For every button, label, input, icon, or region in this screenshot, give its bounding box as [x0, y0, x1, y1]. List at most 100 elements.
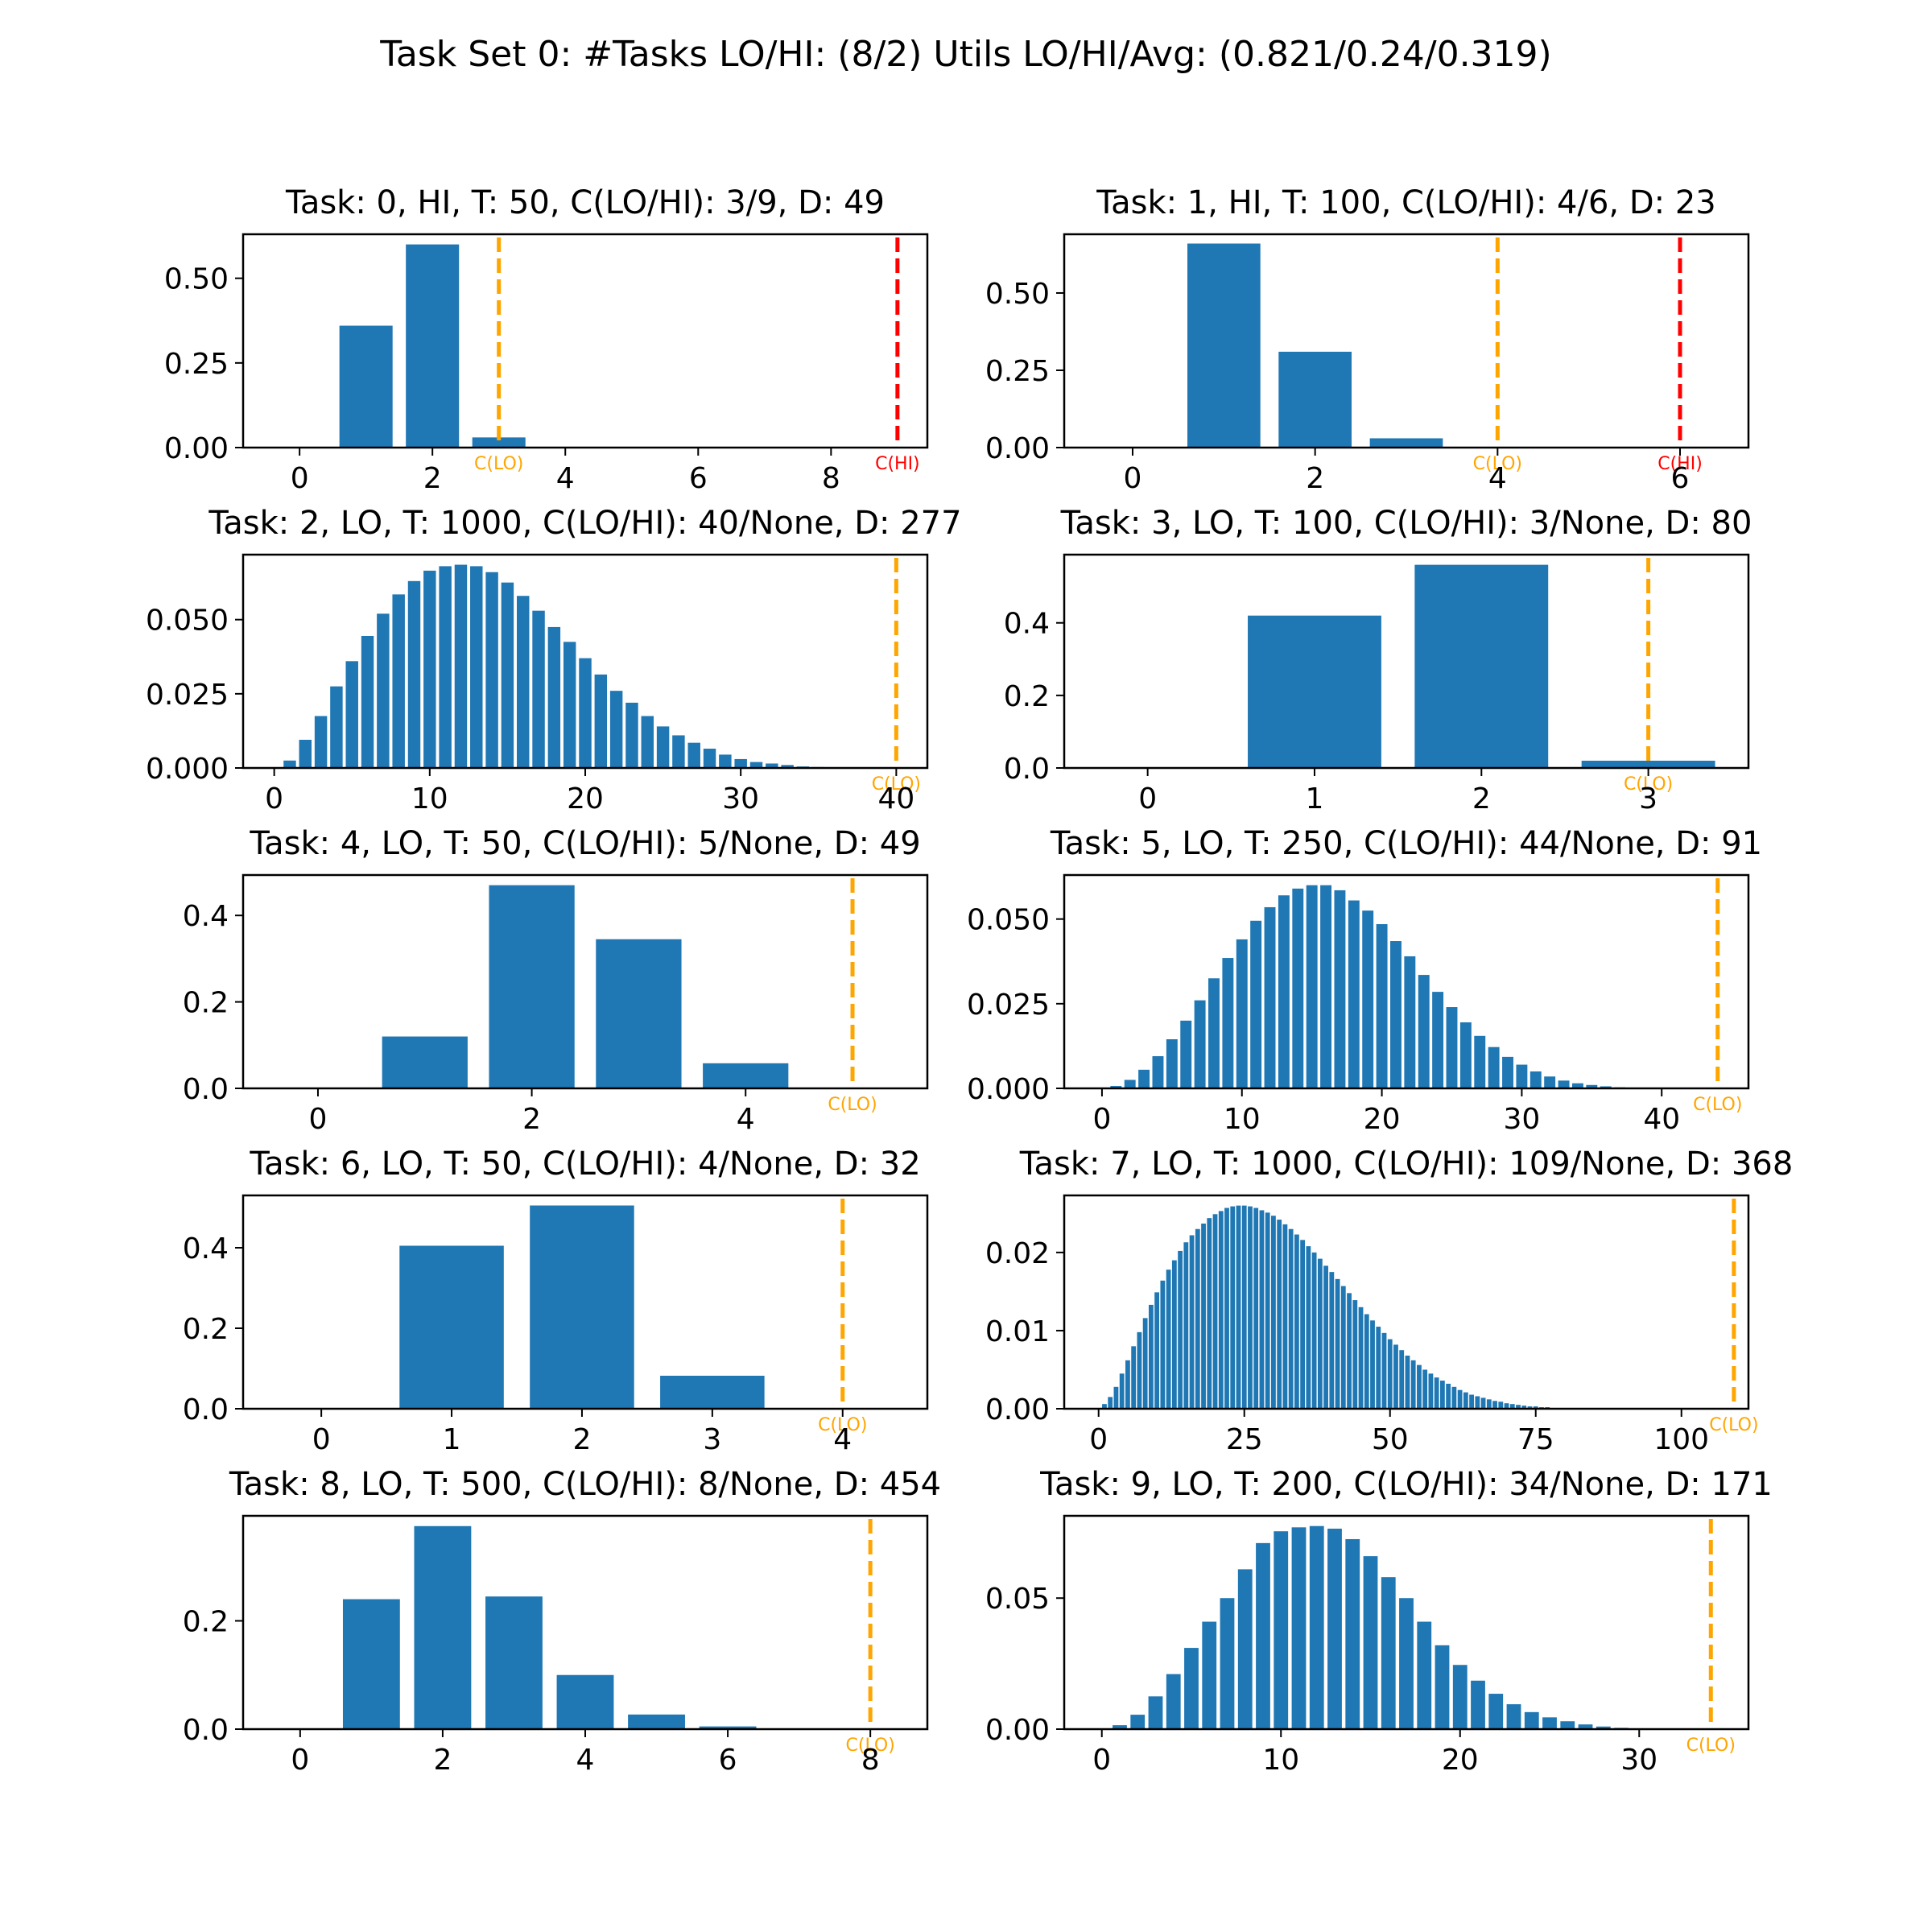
chart-2-bar-19 [563, 642, 576, 768]
chart-2-bar-29 [719, 754, 732, 768]
chart-1-xtick-label-0: 0 [1124, 462, 1142, 495]
chart-0-bar-3 [472, 437, 526, 448]
chart-5-bar-15 [1306, 885, 1318, 1088]
chart-7-ytick-label-1: 0.01 [985, 1315, 1050, 1348]
chart-8-bar-2 [414, 1525, 472, 1729]
chart-7-bar-36 [1306, 1246, 1311, 1409]
chart-9-bar-20 [1452, 1665, 1468, 1729]
chart-5-bar-6 [1180, 1020, 1192, 1088]
chart-1-ytick-label-2: 0.50 [985, 278, 1050, 311]
chart-0-ytick-label-1: 0.25 [164, 348, 229, 381]
chart-8-bar-5 [628, 1714, 685, 1729]
chart-1-marker-label-lo: C(LO) [1473, 454, 1522, 474]
chart-7-bar-54 [1410, 1360, 1416, 1409]
chart-2-marker-label-lo: C(LO) [872, 774, 921, 795]
chart-5-frame [1063, 873, 1750, 1090]
chart-9-marker-label-lo: C(LO) [1686, 1736, 1736, 1756]
chart-7-bar-39 [1323, 1265, 1328, 1409]
chart-2-bar-27 [687, 742, 700, 768]
chart-5-xtick-label-20: 20 [1364, 1103, 1401, 1136]
chart-5-xtick-label-30: 30 [1503, 1103, 1540, 1136]
chart-8-ytick-label-0: 0.0 [183, 1714, 229, 1747]
chart-9-bar-5 [1184, 1648, 1199, 1729]
chart-2-bar-12 [454, 564, 468, 768]
chart-7-bar-65 [1475, 1396, 1480, 1409]
chart-5-bar-24 [1432, 992, 1444, 1088]
chart-7-xtick-label-0: 0 [1089, 1423, 1108, 1456]
chart-9: Task: 9, LO, T: 200, C(LO/HI): 34/None, … [985, 1466, 1773, 1777]
chart-7-bar-59 [1439, 1381, 1445, 1409]
chart-5-bar-17 [1334, 890, 1346, 1088]
chart-8-xtick-label-8: 8 [861, 1744, 880, 1777]
chart-9-bar-24 [1524, 1711, 1539, 1729]
chart-7-bar-68 [1492, 1401, 1497, 1409]
chart-9-title: Task: 9, LO, T: 200, C(LO/HI): 34/None, … [1039, 1466, 1773, 1503]
chart-9-xtick-label-0: 0 [1092, 1744, 1111, 1777]
chart-7-bar-16 [1189, 1235, 1195, 1409]
chart-7-ytick-label-2: 0.02 [985, 1237, 1050, 1270]
chart-7-marker-label-lo: C(LO) [1709, 1415, 1758, 1435]
chart-5-bar-14 [1292, 888, 1304, 1088]
chart-8-bar-1 [342, 1599, 400, 1729]
chart-1: Task: 1, HI, T: 100, C(LO/HI): 4/6, D: 2… [985, 184, 1750, 495]
chart-9-bar-21 [1471, 1680, 1485, 1729]
chart-4-xtick-label-2: 2 [522, 1103, 541, 1136]
chart-9-bar-8 [1237, 1569, 1253, 1729]
chart-6-ytick-label-0: 0.0 [183, 1393, 229, 1426]
chart-2-xtick-label-20: 20 [567, 782, 604, 815]
chart-7-bar-21 [1218, 1211, 1224, 1409]
chart-4-bar-1 [382, 1036, 468, 1088]
chart-6-title: Task: 6, LO, T: 50, C(LO/HI): 4/None, D:… [249, 1146, 920, 1183]
chart-2-title: Task: 2, LO, T: 1000, C(LO/HI): 40/None,… [208, 505, 961, 542]
chart-7-bar-71 [1509, 1404, 1515, 1409]
chart-8: Task: 8, LO, T: 500, C(LO/HI): 8/None, D… [183, 1466, 941, 1777]
chart-5-bar-36 [1600, 1086, 1612, 1088]
chart-5-bar-3 [1138, 1069, 1150, 1088]
chart-5-bar-12 [1264, 906, 1276, 1088]
chart-7-xtick-label-25: 25 [1226, 1423, 1263, 1456]
chart-0-bar-2 [406, 244, 460, 448]
chart-5-bar-16 [1320, 885, 1332, 1088]
chart-5-bar-28 [1488, 1046, 1500, 1088]
chart-2-bar-11 [439, 566, 452, 768]
chart-0-xtick-label-6: 6 [689, 462, 708, 495]
chart-5-bar-34 [1571, 1083, 1583, 1088]
chart-6-ytick-label-2: 0.4 [183, 1232, 229, 1265]
chart-1-title: Task: 1, HI, T: 100, C(LO/HI): 4/6, D: 2… [1096, 184, 1715, 221]
chart-7-bar-1 [1102, 1404, 1107, 1409]
chart-5-bar-13 [1278, 895, 1290, 1088]
chart-2-bar-31 [749, 762, 763, 768]
chart-0-xtick-label-0: 0 [291, 462, 309, 495]
chart-9-bar-23 [1506, 1704, 1521, 1729]
chart-8-xtick-label-0: 0 [291, 1744, 309, 1777]
chart-7-bar-27 [1253, 1208, 1259, 1409]
chart-3-ytick-label-2: 0.4 [1004, 608, 1050, 641]
chart-7-bar-25 [1241, 1205, 1247, 1409]
chart-5-bar-23 [1418, 975, 1430, 1088]
chart-7-bar-62 [1457, 1389, 1463, 1409]
chart-6-xtick-label-2: 2 [572, 1423, 591, 1456]
chart-7-bar-40 [1329, 1272, 1335, 1409]
chart-4-ytick-label-2: 0.4 [183, 900, 229, 933]
chart-5-bar-35 [1586, 1084, 1598, 1088]
chart-9-bar-18 [1417, 1621, 1432, 1729]
chart-7-bar-38 [1317, 1258, 1323, 1409]
chart-7-bar-28 [1259, 1210, 1265, 1409]
chart-7-bar-70 [1504, 1403, 1509, 1409]
chart-6-bar-3 [660, 1376, 765, 1409]
chart-9-bar-16 [1381, 1577, 1396, 1729]
chart-5-ytick-label-0: 0.000 [967, 1073, 1050, 1106]
chart-2-bar-2 [299, 739, 312, 768]
chart-3-xtick-label-2: 2 [1472, 782, 1491, 815]
chart-7-bar-13 [1171, 1260, 1177, 1409]
chart-5-bar-32 [1544, 1076, 1556, 1088]
chart-7-bar-41 [1335, 1278, 1340, 1409]
chart-2-bar-3 [314, 716, 328, 768]
chart-1-bar-1 [1187, 243, 1261, 448]
chart-2-bar-26 [672, 735, 685, 768]
chart-5-bar-31 [1530, 1071, 1542, 1088]
chart-7: Task: 7, LO, T: 1000, C(LO/HI): 109/None… [985, 1146, 1793, 1456]
chart-7-bar-35 [1300, 1240, 1306, 1409]
chart-3-bar-3 [1581, 760, 1715, 768]
